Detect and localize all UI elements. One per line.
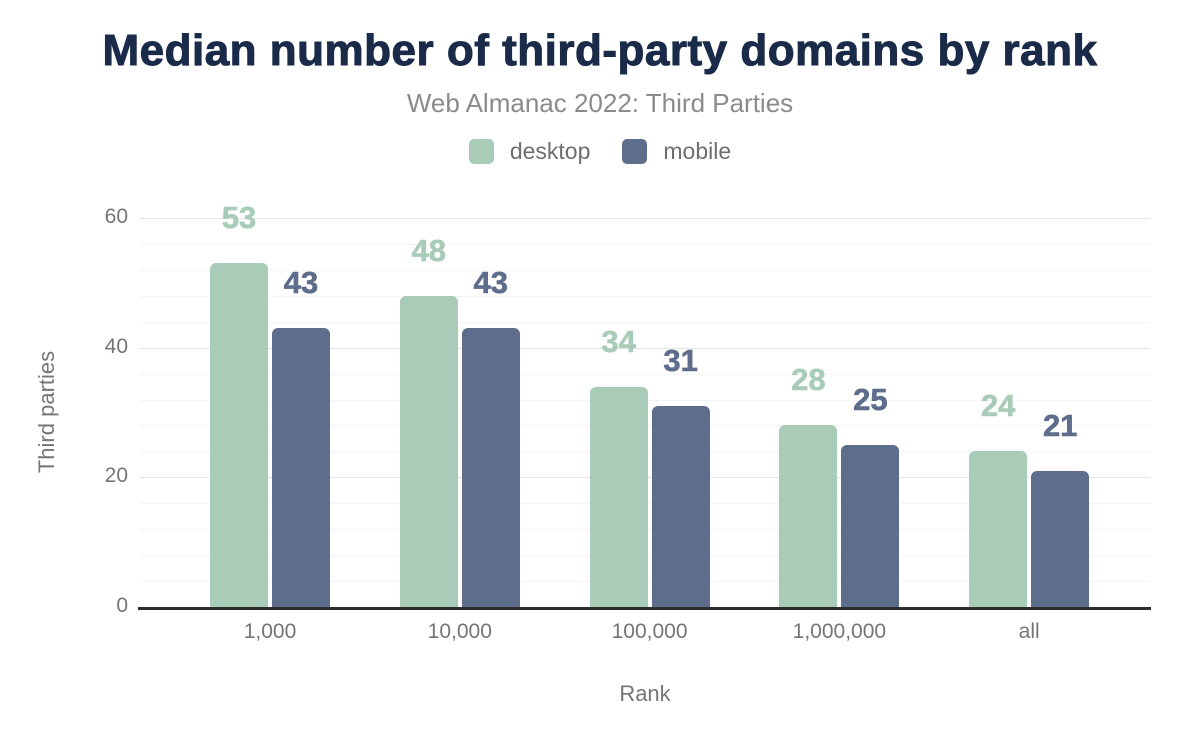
minor-gridline (140, 243, 1150, 245)
minor-gridline (140, 269, 1150, 271)
y-tick-label: 60 (104, 205, 128, 228)
x-axis-title: Rank (619, 681, 671, 706)
x-tick-label: 1,000,000 (792, 620, 887, 643)
bar-value-label: 21 (1042, 407, 1078, 443)
bar-mobile-1000[interactable] (272, 328, 330, 607)
bar-value-label: 43 (283, 265, 319, 301)
bar-desktop-all[interactable] (969, 451, 1028, 607)
y-tick-label: 40 (104, 334, 128, 358)
chart-title: Median number of third-party domains by … (102, 26, 1098, 76)
bar-mobile-10000[interactable] (461, 328, 520, 607)
legend-item-desktop: desktop (468, 138, 591, 165)
bar-mobile-1000000[interactable] (841, 444, 900, 607)
bar-value-label: 43 (473, 265, 509, 301)
chart-subtitle: Web Almanac 2022: Third Parties (406, 88, 794, 118)
bar-desktop-1000000[interactable] (779, 425, 838, 607)
major-gridline (140, 218, 1150, 219)
x-tick-label: 100,000 (611, 620, 688, 643)
bar-value-label: 34 (601, 323, 636, 359)
x-tick-label: 10,000 (427, 620, 492, 643)
bar-desktop-1000[interactable] (210, 263, 268, 607)
minor-gridline (140, 321, 1150, 323)
bar-value-label: 48 (411, 232, 447, 268)
y-tick-label: 0 (116, 594, 128, 617)
bar-value-label: 28 (791, 362, 826, 398)
mobile-swatch-icon (622, 139, 648, 164)
bar-mobile-100000[interactable] (651, 406, 710, 607)
x-tick-label: all (1018, 620, 1040, 643)
major-gridline (140, 347, 1150, 349)
desktop-swatch-icon (468, 139, 494, 164)
bar-value-label: 53 (221, 200, 257, 236)
y-axis-title: Third parties (34, 350, 59, 474)
bar-desktop-100000[interactable] (589, 386, 648, 607)
y-tick-label: 20 (104, 464, 128, 488)
legend: desktop mobile (0, 138, 1200, 165)
bar-value-label: 31 (663, 343, 698, 379)
minor-gridline (140, 373, 1150, 375)
legend-item-mobile: mobile (622, 138, 731, 165)
x-tick-label: 1,000 (243, 620, 297, 643)
bar-value-label: 24 (980, 388, 1016, 424)
legend-label-desktop: desktop (509, 138, 591, 164)
plot-area: 53 43 48 43 34 31 28 25 24 21 (140, 202, 1150, 607)
x-axis-line (138, 607, 1151, 610)
bar-mobile-all[interactable] (1031, 470, 1090, 607)
bar-value-label: 25 (853, 381, 888, 417)
legend-label-mobile: mobile (663, 138, 732, 164)
bar-desktop-10000[interactable] (399, 295, 458, 607)
minor-gridline (140, 295, 1150, 297)
